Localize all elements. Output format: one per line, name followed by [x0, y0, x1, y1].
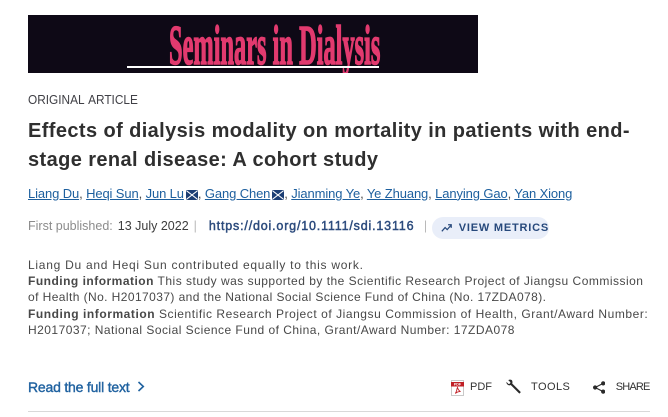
svg-text:PDF: PDF — [453, 383, 461, 387]
